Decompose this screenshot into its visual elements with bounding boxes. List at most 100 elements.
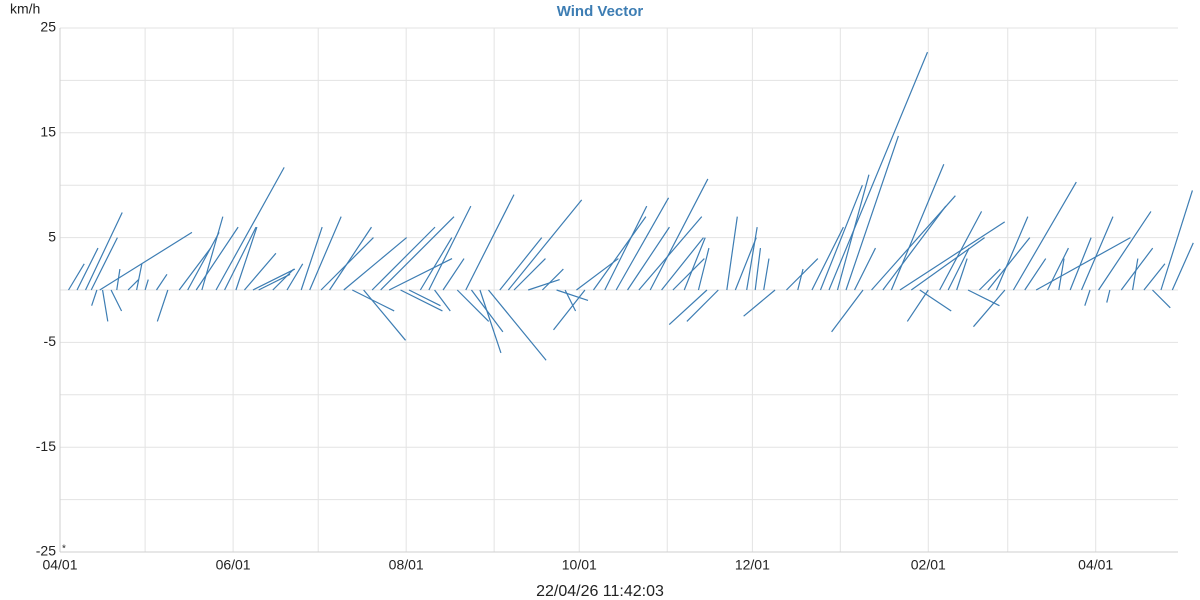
wind-vector bbox=[434, 289, 451, 312]
wind-vector bbox=[919, 289, 952, 312]
wind-vector bbox=[1080, 216, 1114, 291]
x-tick-label: 04/01 bbox=[1078, 557, 1113, 573]
wind-vector bbox=[836, 174, 870, 291]
wind-vector bbox=[906, 289, 929, 322]
wind-vector bbox=[556, 289, 589, 302]
wind-vector bbox=[576, 258, 619, 291]
wind-vector bbox=[1160, 190, 1193, 291]
wind-vector bbox=[465, 194, 515, 291]
wind-vector bbox=[1058, 258, 1065, 291]
wind-vector bbox=[627, 226, 670, 291]
y-tick-label: -5 bbox=[44, 333, 57, 349]
wind-vector bbox=[90, 237, 118, 291]
wind-vector bbox=[845, 135, 899, 291]
wind-vector bbox=[1024, 258, 1047, 291]
wind-vector bbox=[309, 216, 342, 291]
wind-vector bbox=[649, 178, 709, 291]
wind-vector bbox=[672, 258, 705, 291]
wind-vector bbox=[1171, 242, 1194, 291]
y-tick-label: -15 bbox=[36, 438, 56, 454]
wind-vector bbox=[604, 205, 648, 291]
wind-vector bbox=[1152, 289, 1171, 309]
wind-vector bbox=[668, 289, 708, 326]
grid bbox=[59, 27, 1178, 553]
y-tick-label: 25 bbox=[40, 19, 56, 35]
wind-vector bbox=[754, 248, 762, 291]
y-tick-label: 15 bbox=[40, 124, 56, 140]
wind-vector bbox=[343, 237, 408, 291]
wind-vector bbox=[456, 289, 490, 322]
wind-vector bbox=[201, 216, 224, 291]
wind-vector bbox=[615, 197, 670, 291]
wind-vector bbox=[101, 289, 109, 322]
wind-vector bbox=[352, 289, 395, 312]
wind-vector bbox=[1069, 237, 1092, 291]
wind-vector bbox=[726, 216, 738, 291]
wind-vector bbox=[272, 268, 295, 291]
wind-vector bbox=[408, 289, 441, 307]
wind-vector bbox=[978, 268, 1001, 291]
wind-vector bbox=[1143, 263, 1166, 291]
wind-vector bbox=[300, 226, 323, 291]
annotation: * bbox=[62, 544, 66, 555]
wind-vector bbox=[1120, 247, 1154, 291]
wind-vector bbox=[811, 226, 844, 291]
wind-vector bbox=[116, 268, 121, 291]
wind-vector bbox=[890, 164, 945, 291]
wind-vector bbox=[743, 289, 776, 317]
wind-vector bbox=[136, 263, 143, 291]
wind-vector bbox=[215, 167, 285, 291]
chart-title: Wind Vector bbox=[557, 3, 644, 20]
wind-vector bbox=[442, 258, 465, 291]
wind-vector bbox=[1084, 289, 1091, 306]
wind-vector bbox=[910, 237, 985, 291]
wind-vector bbox=[831, 289, 864, 333]
wind-vector bbox=[661, 237, 704, 291]
wind-vector bbox=[541, 268, 564, 291]
wind-vector bbox=[67, 263, 85, 291]
wind-vector bbox=[187, 232, 220, 291]
wind-vector bbox=[528, 278, 560, 291]
wind-vector bbox=[746, 227, 758, 291]
wind-vector bbox=[828, 51, 929, 291]
wind-vector bbox=[899, 221, 1006, 291]
wind-vector bbox=[178, 247, 212, 291]
x-tick-label: 04/01 bbox=[42, 557, 77, 573]
wind-vector bbox=[286, 263, 304, 291]
wind-vector bbox=[235, 226, 258, 291]
wind-vector bbox=[499, 237, 543, 291]
x-tick-label: 12/01 bbox=[735, 557, 770, 573]
x-tick-label: 08/01 bbox=[389, 557, 424, 573]
wind-vector bbox=[967, 289, 1000, 307]
wind-vector bbox=[686, 289, 719, 322]
wind-vector bbox=[419, 237, 453, 291]
wind-vector bbox=[797, 268, 804, 291]
wind-vector bbox=[592, 216, 647, 291]
wind-vector bbox=[697, 247, 710, 291]
wind-vector bbox=[252, 268, 296, 291]
wind-vector bbox=[882, 205, 947, 291]
wind-vector bbox=[956, 258, 968, 291]
x-tick-label: 02/01 bbox=[911, 557, 946, 573]
wind-vector bbox=[763, 258, 770, 291]
wind-vector bbox=[1106, 289, 1111, 303]
wind-vector bbox=[127, 279, 140, 291]
wind-vector bbox=[76, 247, 99, 291]
wind-vector bbox=[987, 237, 1031, 291]
wind-vector bbox=[144, 279, 149, 291]
wind-vector bbox=[479, 289, 502, 354]
wind-vector bbox=[513, 258, 546, 291]
wind-vector bbox=[853, 247, 877, 291]
wind-vector bbox=[507, 199, 583, 291]
wind-vector bbox=[99, 231, 193, 291]
x-tick-label: 10/01 bbox=[562, 557, 597, 573]
wind-vector bbox=[110, 289, 123, 312]
wind-vector bbox=[243, 252, 277, 291]
wind-vector bbox=[734, 237, 757, 291]
wind-vector bbox=[1046, 247, 1069, 291]
wind-vector bbox=[363, 289, 407, 341]
wind-vector bbox=[683, 237, 706, 291]
wind-vector bbox=[84, 212, 123, 291]
